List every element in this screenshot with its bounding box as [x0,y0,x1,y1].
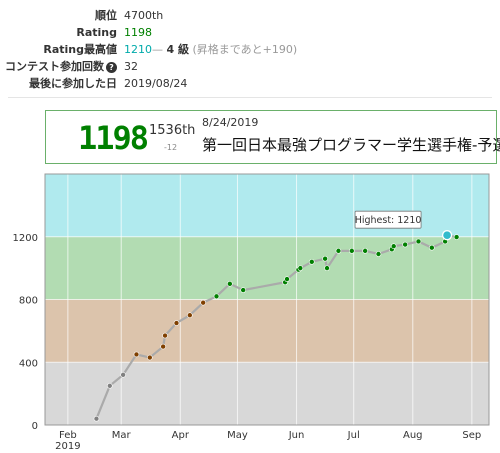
rating-point [120,372,126,378]
highest-tooltip-label: Highest: 1210 [355,215,422,226]
rating-point [284,276,290,282]
y-tick-label: 0 [32,421,38,432]
rating-point [93,415,100,422]
y-tick-label: 800 [19,296,38,307]
stat-value-group: 1210— 4 級 (昇格まであと+190) [124,42,297,58]
x-tick-label: Jul [347,430,360,441]
stat-value: 4700th [124,9,164,22]
stat-last-contest: 最後に参加した日 2019/08/24 [0,76,330,92]
rating-point [335,248,342,254]
rating-point [324,265,330,271]
dash: — [152,43,163,56]
rating-point [308,259,315,265]
rating-point [348,248,355,254]
rating-point [227,281,233,287]
stat-label: コンテスト参加回数 [5,60,104,73]
stat-value: 1198 [124,26,152,39]
stat-value: 32 [124,60,138,73]
stat-highest-rating: Rating最高値 1210— 4 級 (昇格まであと+190) [0,42,330,58]
highest-marker [441,230,453,241]
rating-band [45,236,489,300]
rating-point [402,241,408,248]
stat-label: Rating [76,26,117,39]
stat-rank: 順位 4700th [0,8,330,24]
contest-date: 8/24/2019 [202,116,259,129]
stat-rating: Rating 1198 [0,25,330,41]
x-tick-label: May [227,430,248,441]
rating-point [133,351,140,358]
x-tick-sublabel: 2019 [55,441,80,452]
rating-point [297,265,304,271]
x-tick-label: Sep [462,430,481,441]
stat-label: 順位 [95,9,117,22]
highest-value: 1210 [124,43,152,56]
rating-point [415,238,422,245]
rating-point [173,320,180,326]
kyu-badge: 4 級 [166,43,189,56]
stat-contest-count: コンテスト参加回数? 32 [0,59,330,75]
y-tick-label: 400 [19,358,38,369]
rating-band [45,299,489,363]
rating-point [429,244,435,251]
divider [8,97,492,98]
stat-label: Rating最高値 [43,43,117,56]
rating-point [240,287,246,293]
rating-delta: -12 [164,143,178,152]
rating-point [390,243,397,249]
x-tick-label: Feb [59,430,77,441]
rating-point [187,312,193,318]
rating-point [162,332,168,339]
rating-point [147,354,153,361]
promotion-note: (昇格まであと+190) [192,43,298,56]
current-rating: 1198 [78,119,149,157]
x-tick-label: Aug [403,430,423,441]
y-tick-label: 1200 [13,233,38,244]
highest-tooltip [354,210,422,229]
rating-point [106,382,113,389]
rating-band [45,174,489,237]
plot-frame [44,173,490,426]
x-tick-label: Mar [112,430,132,441]
rating-point [362,248,368,254]
rating-point [213,293,220,300]
rating-point [322,255,328,262]
rating-point [160,343,166,350]
question-icon[interactable]: ? [106,61,117,73]
contest-name[interactable]: 第一回日本最強プログラマー学生選手権-予選- [202,136,500,154]
rating-point [375,251,382,257]
stat-label-group: コンテスト参加回数? [5,59,117,75]
stat-value: 2019/08/24 [124,77,188,90]
contest-highlight-card: 1198 1536th -12 8/24/2019 第一回日本最強プログラマー学… [45,110,500,164]
stat-label: 最後に参加した日 [29,77,117,90]
x-tick-label: Jun [288,430,305,441]
x-tick-label: Apr [172,430,190,441]
rating-band [45,362,489,425]
rating-point [200,299,206,306]
rating-point [453,234,460,240]
contest-rank: 1536th [149,123,196,138]
